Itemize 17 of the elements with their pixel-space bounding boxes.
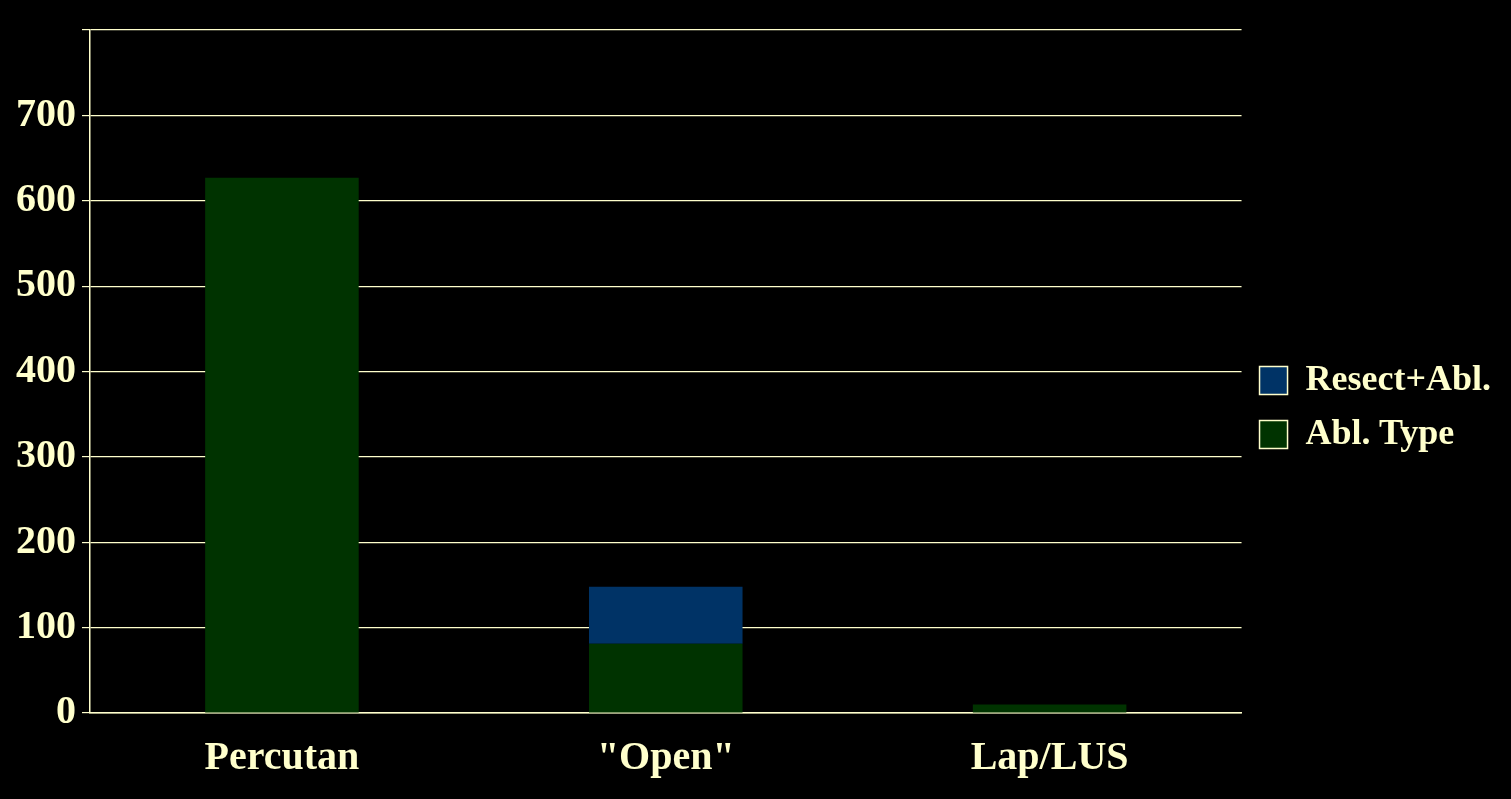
bar bbox=[589, 643, 743, 713]
y-tick-label: 100 bbox=[16, 601, 76, 647]
y-tick-label: 400 bbox=[16, 345, 76, 391]
bar bbox=[589, 586, 743, 644]
y-tick-label: 700 bbox=[16, 89, 76, 135]
bar bbox=[205, 177, 359, 713]
x-tick-label: Percutan bbox=[204, 733, 360, 779]
y-tick-label: 500 bbox=[16, 260, 76, 306]
bar bbox=[972, 704, 1127, 713]
legend-label: Resect+Abl. bbox=[1305, 357, 1491, 398]
y-tick-label: 300 bbox=[16, 431, 76, 477]
x-tick-label: "Open" bbox=[596, 733, 735, 779]
x-tick-label: Lap/LUS bbox=[970, 733, 1129, 779]
legend-label: Abl. Type bbox=[1305, 411, 1455, 452]
y-tick-label: 0 bbox=[56, 687, 76, 733]
y-tick-label: 600 bbox=[16, 175, 76, 221]
y-tick-label: 200 bbox=[16, 516, 76, 562]
